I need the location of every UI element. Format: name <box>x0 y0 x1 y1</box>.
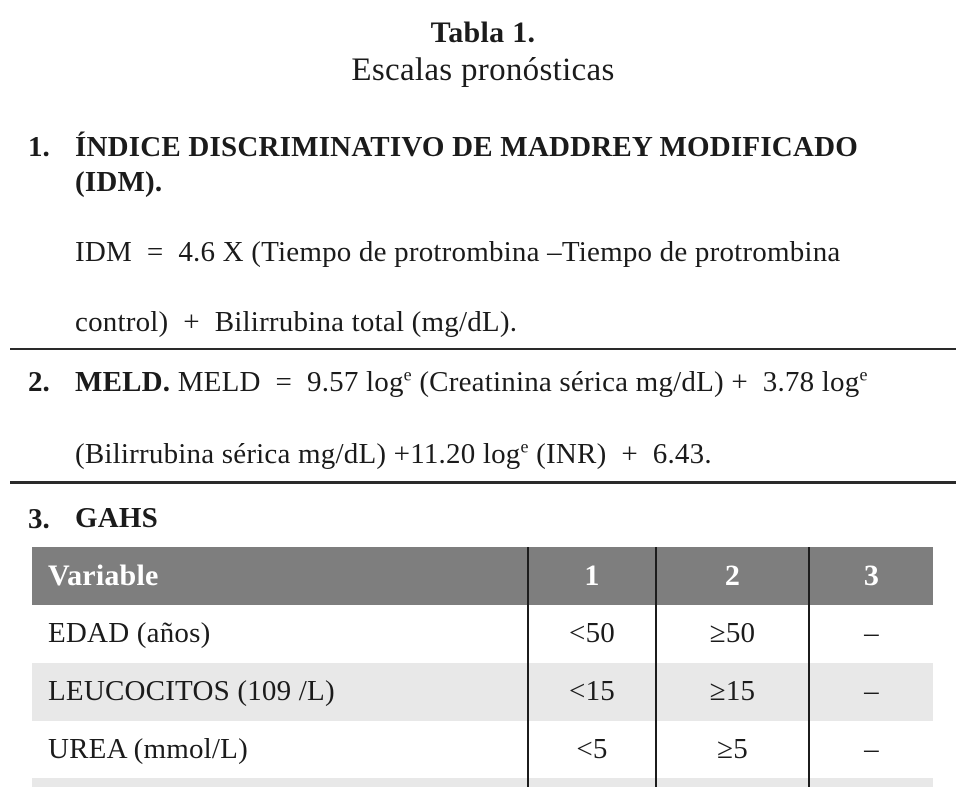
table-cell: <50 <box>527 605 655 663</box>
table-cell: 1.5-2.0 <box>655 778 808 787</box>
idm-formula-line2: control) + Bilirrubina total (mg/dL). <box>75 306 518 338</box>
table-title: Tabla 1. <box>430 16 536 49</box>
table-cell: – <box>808 662 933 721</box>
meld-text: MELD. MELD = 9.57 loge (Creatinina séric… <box>75 364 868 472</box>
row-label: INR <box>32 778 527 787</box>
table-cell: – <box>808 605 933 663</box>
title-block: Tabla 1. Escalas pronósticas <box>0 16 966 90</box>
divider-rule-2 <box>10 481 956 484</box>
row-label: EDAD (años) <box>48 617 211 650</box>
meld-formula-part: MELD = 9.57 log <box>170 366 404 398</box>
gahs-text: GAHS <box>75 502 158 537</box>
meld-formula-part: (Creatinina sérica mg/dL) + 3.78 log <box>411 366 860 398</box>
meld-heading: MELD. <box>75 366 171 398</box>
gahs-table: Variable 1 2 3 EDAD (años) <50 ≥50– LEUCOCITOS … <box>32 547 933 787</box>
idm-formula-line1: IDM = 4.6 X (Tiempo de protrombina –Tiem… <box>75 236 841 268</box>
list-item-idm: 1. ÍNDICE DISCRIMINATIVO DE MADDREY MODI… <box>28 130 948 340</box>
item-number: 1. <box>28 131 50 163</box>
list-item-meld: 2. MELD. MELD = 9.57 loge (Creatinina sé… <box>28 364 948 472</box>
superscript-e: e <box>403 364 412 385</box>
table-cell: ≥50 <box>655 605 808 663</box>
table-cell: <15 <box>527 662 655 721</box>
superscript-e: e <box>859 364 868 385</box>
table-cell: >2.0 <box>808 778 933 787</box>
gahs-heading: GAHS <box>75 502 158 534</box>
row-label: LEUCOCITOS (109 /L) <box>32 662 527 721</box>
table-cell: – <box>808 720 933 779</box>
scales-list: 1. ÍNDICE DISCRIMINATIVO DE MADDREY MODI… <box>0 130 966 537</box>
meld-formula-part: (Bilirrubina sérica mg/dL) +11.20 log <box>75 438 521 470</box>
meld-formula-part: (INR) + 6.43. <box>528 438 712 470</box>
table-cell: <1.5 <box>527 778 655 787</box>
superscript-e: e <box>520 436 529 457</box>
header-cell: Variable <box>32 547 527 605</box>
row-label: UREA (mmol/L) <box>48 732 248 765</box>
divider-rule-1 <box>10 348 956 350</box>
idm-text: ÍNDICE DISCRIMINATIVO DE MADDREY MODIFIC… <box>75 130 948 340</box>
table-subtitle: Escalas pronósticas <box>351 52 615 88</box>
table-cell: ≥5 <box>655 720 808 779</box>
idm-heading: ÍNDICE DISCRIMINATIVO DE MADDREY MODIFIC… <box>75 131 866 198</box>
item-number: 2. <box>28 366 50 398</box>
header-cell: 2 <box>655 547 808 605</box>
table-cell: ≥15 <box>655 662 808 721</box>
header-cell: 3 <box>808 547 933 605</box>
header-cell: 1 <box>527 547 655 605</box>
item-number: 3. <box>28 503 50 535</box>
list-item-gahs: 3. GAHS <box>28 502 948 537</box>
table-cell: <5 <box>527 720 655 779</box>
